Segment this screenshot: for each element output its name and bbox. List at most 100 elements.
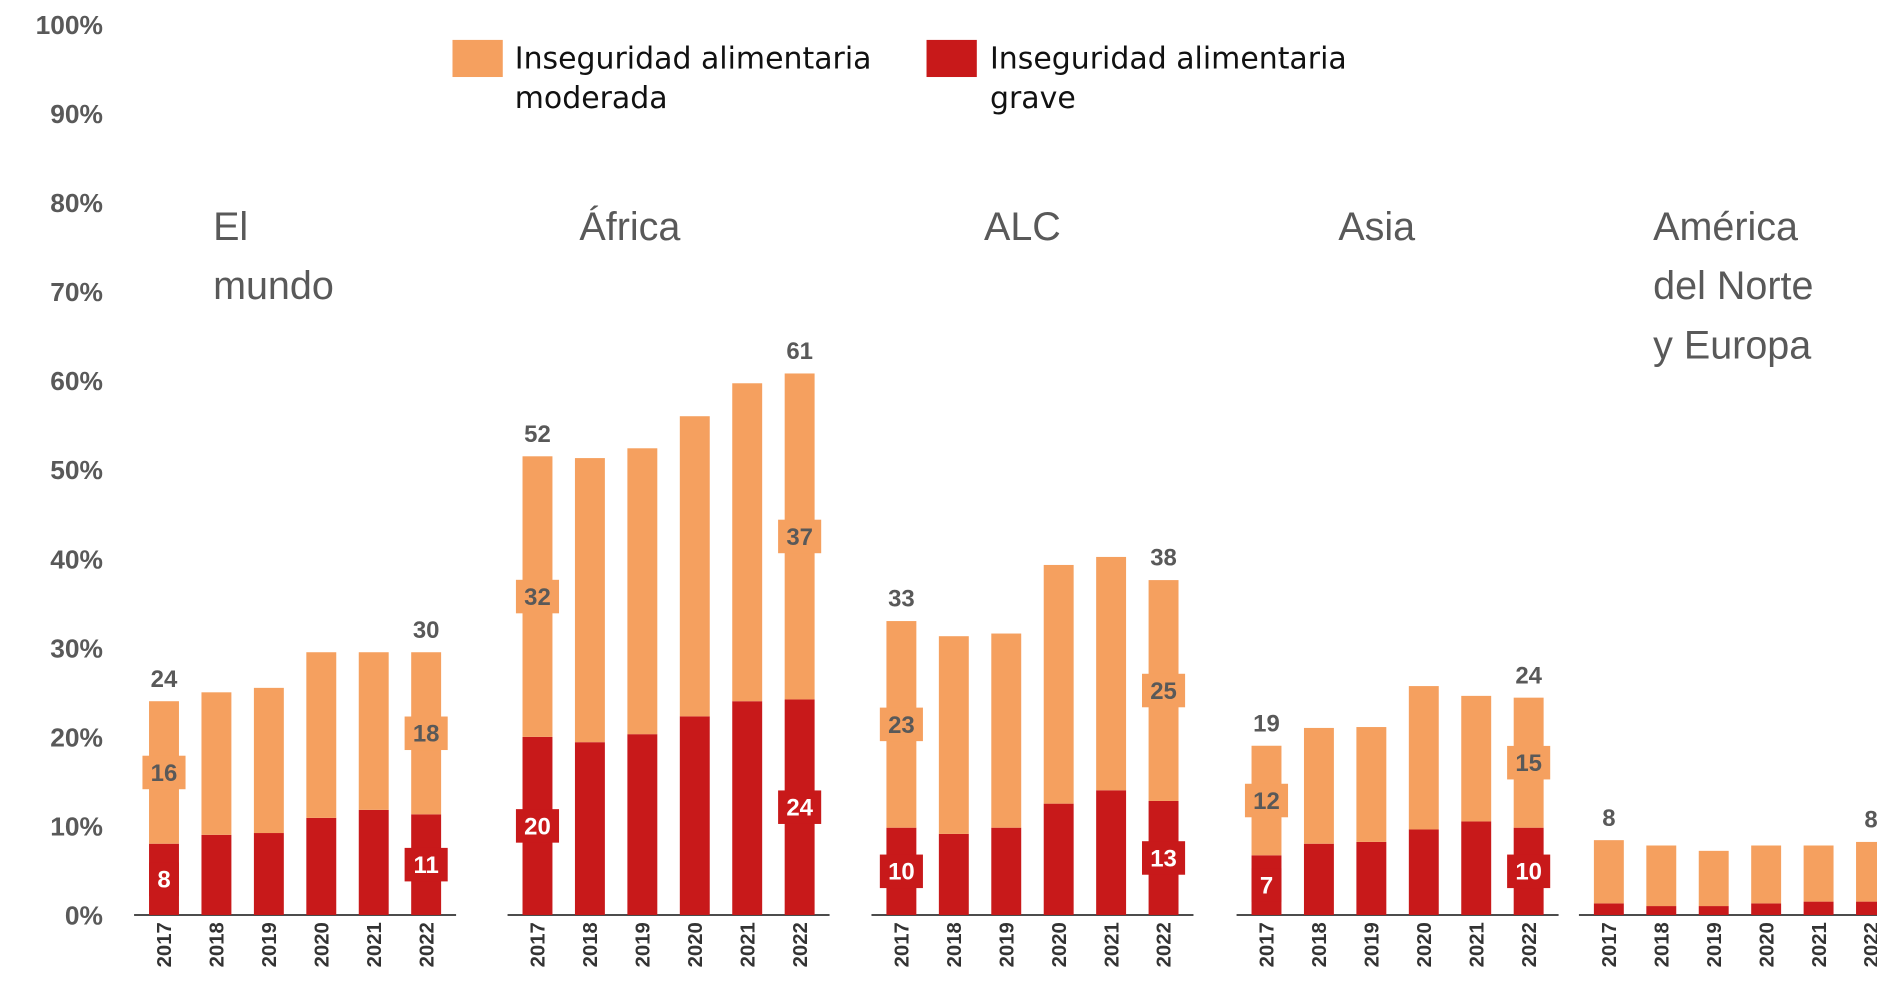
x-tick-label: 2018	[580, 922, 602, 967]
bar-segment	[627, 734, 658, 915]
x-tick-label: 2021	[364, 922, 386, 967]
bar-segment	[1043, 803, 1074, 915]
data-label-box	[404, 847, 448, 882]
data-label-box	[778, 519, 822, 554]
x-tick-label: 2022	[790, 922, 812, 967]
panel-title: del Norte	[1653, 264, 1813, 308]
bar-segment	[306, 817, 337, 915]
y-tick-label: 30%	[50, 633, 103, 663]
total-label: 24	[1515, 662, 1542, 689]
bar-segment	[1698, 850, 1729, 907]
y-tick-label: 60%	[50, 366, 103, 396]
data-label-box	[515, 579, 560, 614]
y-tick-label: 90%	[50, 99, 103, 129]
bar-segment	[679, 716, 710, 915]
bar-segment	[306, 652, 337, 818]
data-label: 12	[1253, 788, 1280, 815]
bar-segment	[1593, 840, 1624, 904]
data-label: 20	[524, 813, 551, 840]
data-label: 16	[151, 760, 178, 787]
bar-segment	[358, 652, 389, 810]
total-label: 24	[151, 666, 178, 693]
panel-title: y Europa	[1653, 323, 1811, 367]
total-label: 19	[1253, 710, 1280, 737]
bar-segment	[1698, 906, 1729, 915]
data-label-box	[1507, 854, 1551, 889]
x-tick-label: 2019	[633, 922, 655, 967]
bar-segment	[358, 809, 389, 915]
bar-segment	[938, 636, 969, 834]
data-label-box	[879, 854, 923, 889]
x-tick-label: 2020	[1049, 922, 1071, 967]
bar-segment	[574, 458, 605, 743]
data-label: 7	[1260, 873, 1273, 900]
data-label-box	[515, 809, 560, 843]
x-tick-label: 2018	[1651, 922, 1673, 967]
bar-segment	[627, 448, 658, 735]
data-label-box	[1244, 783, 1289, 818]
data-label-box	[778, 790, 822, 824]
bar-segment	[1461, 695, 1492, 822]
panel-title: Asia	[1338, 205, 1415, 249]
bar-segment	[1803, 845, 1834, 902]
bar-segment	[1593, 903, 1624, 915]
x-tick-label: 2020	[685, 922, 707, 967]
bar-segment	[1751, 845, 1782, 904]
data-label-box	[149, 862, 179, 897]
total-label: 30	[413, 617, 440, 644]
y-tick-label: 0%	[65, 901, 103, 931]
x-tick-label: 2021	[1809, 922, 1831, 967]
bar-segment	[201, 834, 232, 915]
y-tick-label: 50%	[50, 455, 103, 485]
bar-segment	[1043, 564, 1074, 804]
x-tick-label: 2021	[1466, 922, 1488, 967]
bar-segment	[991, 827, 1022, 915]
data-label: 18	[413, 721, 440, 748]
panel-title: América	[1653, 205, 1798, 249]
data-label-box	[1251, 868, 1282, 902]
x-tick-label: 2020	[311, 922, 333, 967]
data-label: 10	[888, 859, 915, 886]
bar-segment	[1856, 901, 1877, 915]
bar-segment	[1303, 727, 1334, 844]
data-label-box	[1142, 841, 1186, 875]
legend-label: Inseguridad alimentaria moderada	[514, 41, 872, 116]
x-tick-label: 2018	[944, 922, 966, 967]
x-tick-label: 2017	[1599, 922, 1621, 967]
x-tick-label: 2018	[1309, 922, 1331, 967]
data-label-box	[404, 716, 448, 751]
y-tick-label: 80%	[50, 188, 103, 218]
y-tick-label: 100%	[36, 10, 103, 40]
bar-segment	[732, 383, 763, 702]
bar-segment	[1751, 903, 1782, 915]
bar-segment	[1408, 686, 1439, 830]
bar-segment	[1096, 790, 1127, 915]
data-label: 13	[1150, 845, 1177, 872]
bar-segment	[732, 701, 763, 915]
total-label: 8	[1602, 805, 1615, 832]
total-label: 61	[786, 338, 813, 365]
y-tick-label: 70%	[50, 277, 103, 307]
x-tick-label: 2017	[154, 922, 176, 967]
panel-title: mundo	[213, 264, 334, 308]
x-tick-label: 2018	[207, 922, 229, 967]
legend-entry: Inseguridad alimentaria grave	[989, 41, 1347, 116]
data-label: 10	[1515, 859, 1542, 886]
total-label: 38	[1150, 545, 1177, 572]
data-label-box	[879, 707, 923, 742]
data-label: 24	[786, 795, 813, 822]
bar-segment	[1096, 556, 1127, 791]
bar-segment	[1408, 829, 1439, 915]
legend-label: Inseguridad alimentaria grave	[989, 41, 1347, 116]
bar-segment	[679, 416, 710, 717]
x-tick-label: 2022	[1519, 922, 1541, 967]
x-tick-label: 2021	[1101, 922, 1123, 967]
panel-title: El	[213, 205, 248, 249]
x-tick-label: 2017	[1257, 922, 1279, 967]
total-label: 8	[1864, 807, 1877, 834]
x-tick-label: 2017	[528, 922, 550, 967]
data-label: 37	[786, 524, 813, 551]
data-label-box	[142, 755, 186, 790]
data-label: 15	[1515, 750, 1542, 777]
y-tick-label: 10%	[50, 811, 103, 841]
